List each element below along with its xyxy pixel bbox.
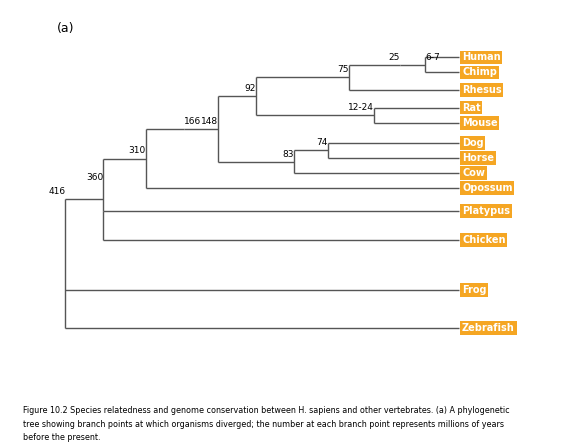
Text: 25: 25 bbox=[388, 53, 400, 62]
Text: 83: 83 bbox=[282, 150, 294, 159]
Text: Platypus: Platypus bbox=[462, 206, 510, 216]
Text: Dog: Dog bbox=[462, 138, 484, 148]
Text: Mouse: Mouse bbox=[462, 118, 498, 128]
Text: before the present.: before the present. bbox=[23, 433, 101, 442]
Text: Figure 10.2 Species relatedness and genome conservation between H. sapiens and o: Figure 10.2 Species relatedness and geno… bbox=[23, 406, 510, 415]
Text: 92: 92 bbox=[244, 84, 256, 93]
Text: 360: 360 bbox=[86, 173, 104, 182]
Text: 148: 148 bbox=[200, 117, 218, 126]
Text: 310: 310 bbox=[128, 147, 146, 155]
Text: Horse: Horse bbox=[462, 153, 494, 163]
Text: 12-24: 12-24 bbox=[348, 103, 374, 112]
Text: 166: 166 bbox=[184, 117, 201, 126]
Text: 75: 75 bbox=[338, 65, 348, 74]
Text: 6-7: 6-7 bbox=[425, 53, 439, 62]
Text: Chicken: Chicken bbox=[462, 235, 506, 245]
Text: 416: 416 bbox=[48, 187, 65, 196]
Text: tree showing branch points at which organisms diverged; the number at each branc: tree showing branch points at which orga… bbox=[23, 420, 504, 428]
Text: Rat: Rat bbox=[462, 103, 481, 113]
Text: (a): (a) bbox=[57, 22, 74, 35]
Text: Frog: Frog bbox=[462, 285, 487, 295]
Text: Zebrafish: Zebrafish bbox=[462, 323, 515, 333]
Text: Chimp: Chimp bbox=[462, 67, 497, 77]
Text: Rhesus: Rhesus bbox=[462, 85, 502, 95]
Text: Opossum: Opossum bbox=[462, 183, 513, 193]
Text: Cow: Cow bbox=[462, 168, 485, 178]
Text: Human: Human bbox=[462, 52, 501, 62]
Text: 74: 74 bbox=[316, 138, 328, 147]
